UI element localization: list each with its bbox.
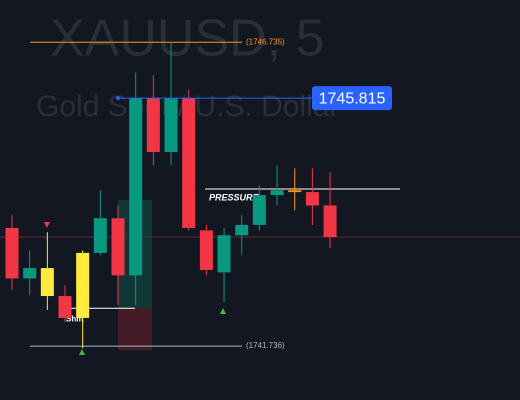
level-label: (1746.735) bbox=[246, 37, 285, 46]
candle-body bbox=[217, 235, 231, 273]
watermark-title: XAUUSD, 5 bbox=[50, 10, 325, 68]
current-price-label: 1745.815 bbox=[319, 90, 386, 107]
zone-red bbox=[118, 308, 152, 350]
candle-body bbox=[164, 98, 178, 152]
candle-body bbox=[199, 230, 213, 270]
candle-body bbox=[323, 205, 337, 238]
candle-body bbox=[111, 218, 125, 276]
plot: (1746.735) (1741.736) PRESSURE Shift 1745.81… bbox=[5, 37, 400, 350]
candle-body bbox=[252, 195, 266, 225]
current-price-box bbox=[312, 86, 392, 111]
shift-label: Shift bbox=[66, 314, 84, 323]
level-label: (1741.736) bbox=[246, 341, 285, 350]
candle-body bbox=[5, 227, 19, 279]
candle-body bbox=[270, 190, 284, 196]
candle-body bbox=[305, 192, 319, 206]
candle-body bbox=[93, 218, 107, 253]
current-price-dot bbox=[116, 96, 120, 101]
candle-body bbox=[235, 224, 249, 236]
candle-body bbox=[288, 190, 302, 193]
candle-body bbox=[58, 296, 72, 318]
signal-down bbox=[44, 222, 50, 228]
candle-body bbox=[23, 268, 37, 279]
candle-body bbox=[40, 268, 54, 297]
signal-up bbox=[79, 349, 85, 355]
signal-up bbox=[220, 308, 226, 314]
candle-body bbox=[146, 98, 160, 152]
candle-body bbox=[129, 98, 143, 276]
candle-body bbox=[182, 98, 196, 228]
pressure-label: PRESSURE bbox=[209, 192, 260, 202]
candle-body bbox=[76, 252, 90, 318]
